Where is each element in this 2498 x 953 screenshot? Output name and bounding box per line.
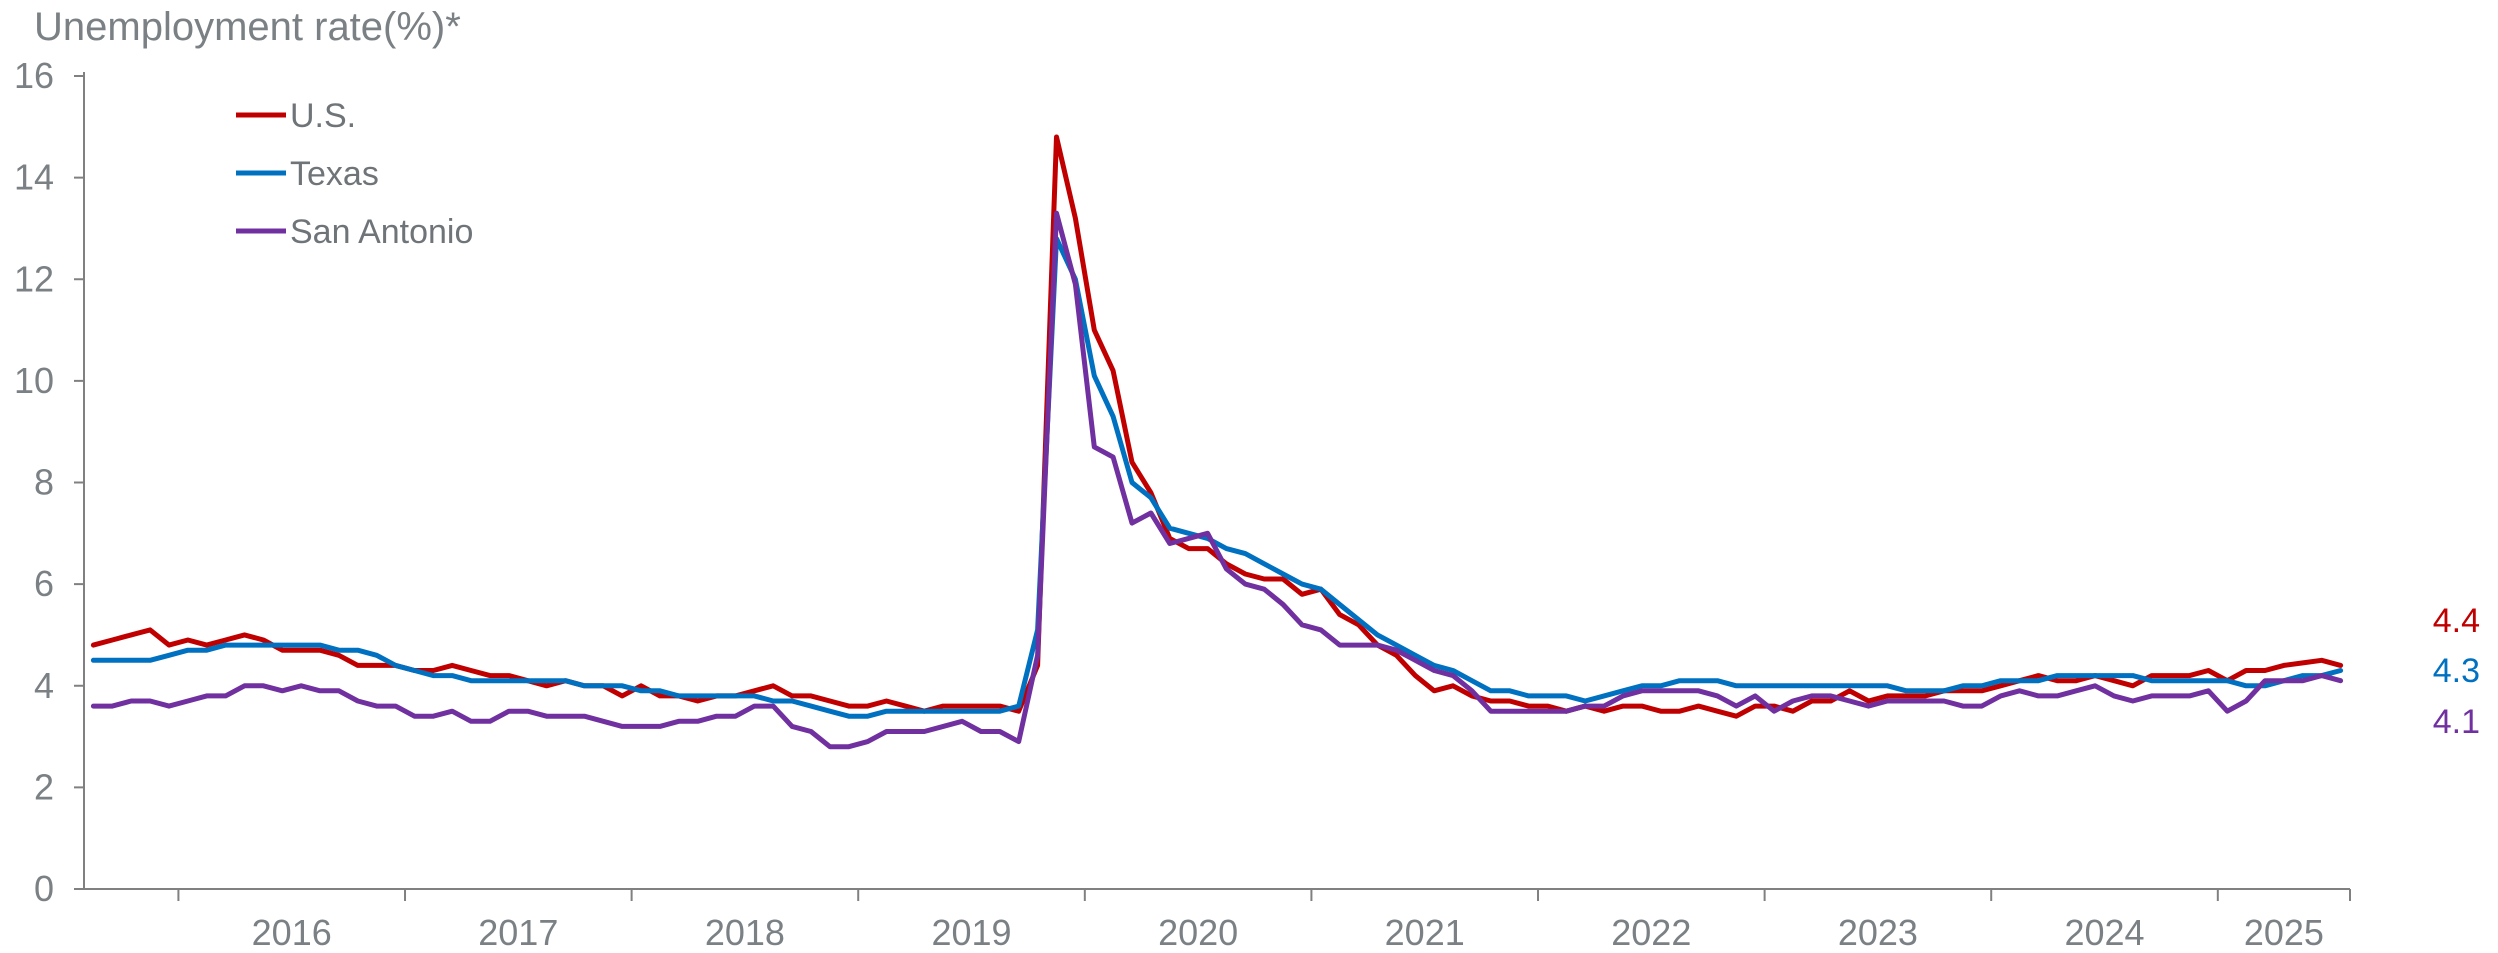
end-value-labels: 4.4 4.3 4.1 xyxy=(2433,602,2480,741)
legend-label: Texas xyxy=(290,155,379,193)
y-tick-label: 14 xyxy=(14,157,54,198)
series-lines xyxy=(90,134,2344,750)
x-tick-label: 2022 xyxy=(1611,912,1691,953)
series-line-texas xyxy=(90,236,2344,719)
legend: U.S. Texas San Antonio xyxy=(236,97,473,251)
legend-label: U.S. xyxy=(290,97,356,135)
axes xyxy=(74,72,2351,901)
y-tick-label: 2 xyxy=(34,766,54,807)
y-tick-label: 4 xyxy=(34,665,54,706)
legend-label: San Antonio xyxy=(290,213,473,251)
y-tick-label: 10 xyxy=(14,360,54,401)
y-tick-label: 12 xyxy=(14,258,54,299)
y-tick-label: 0 xyxy=(34,868,54,909)
x-tick-label: 2023 xyxy=(1838,912,1918,953)
x-tick-label: 2024 xyxy=(2064,912,2144,953)
y-tick-labels: 0 2 4 6 8 10 12 14 16 xyxy=(14,55,54,909)
x-tick-label: 2017 xyxy=(478,912,558,953)
x-tick-label: 2018 xyxy=(705,912,785,953)
end-value-label: 4.1 xyxy=(2433,703,2480,741)
x-tick-labels: 2016 2017 2018 2019 2020 2021 2022 2023 2024 2025 xyxy=(252,912,2324,953)
series-line-san-antonio xyxy=(90,210,2344,750)
x-tick-label: 2025 xyxy=(2244,912,2324,953)
x-tick-label: 2016 xyxy=(252,912,332,953)
x-tick-label: 2021 xyxy=(1385,912,1465,953)
y-axis-title: Unemployment rate(%)* xyxy=(34,5,461,49)
x-tick-label: 2020 xyxy=(1158,912,1238,953)
x-tick-label: 2019 xyxy=(931,912,1011,953)
end-value-label: 4.4 xyxy=(2433,602,2480,640)
end-value-label: 4.3 xyxy=(2433,652,2480,690)
y-tick-label: 6 xyxy=(34,563,54,604)
y-tick-label: 16 xyxy=(14,55,54,96)
y-tick-label: 8 xyxy=(34,462,54,503)
